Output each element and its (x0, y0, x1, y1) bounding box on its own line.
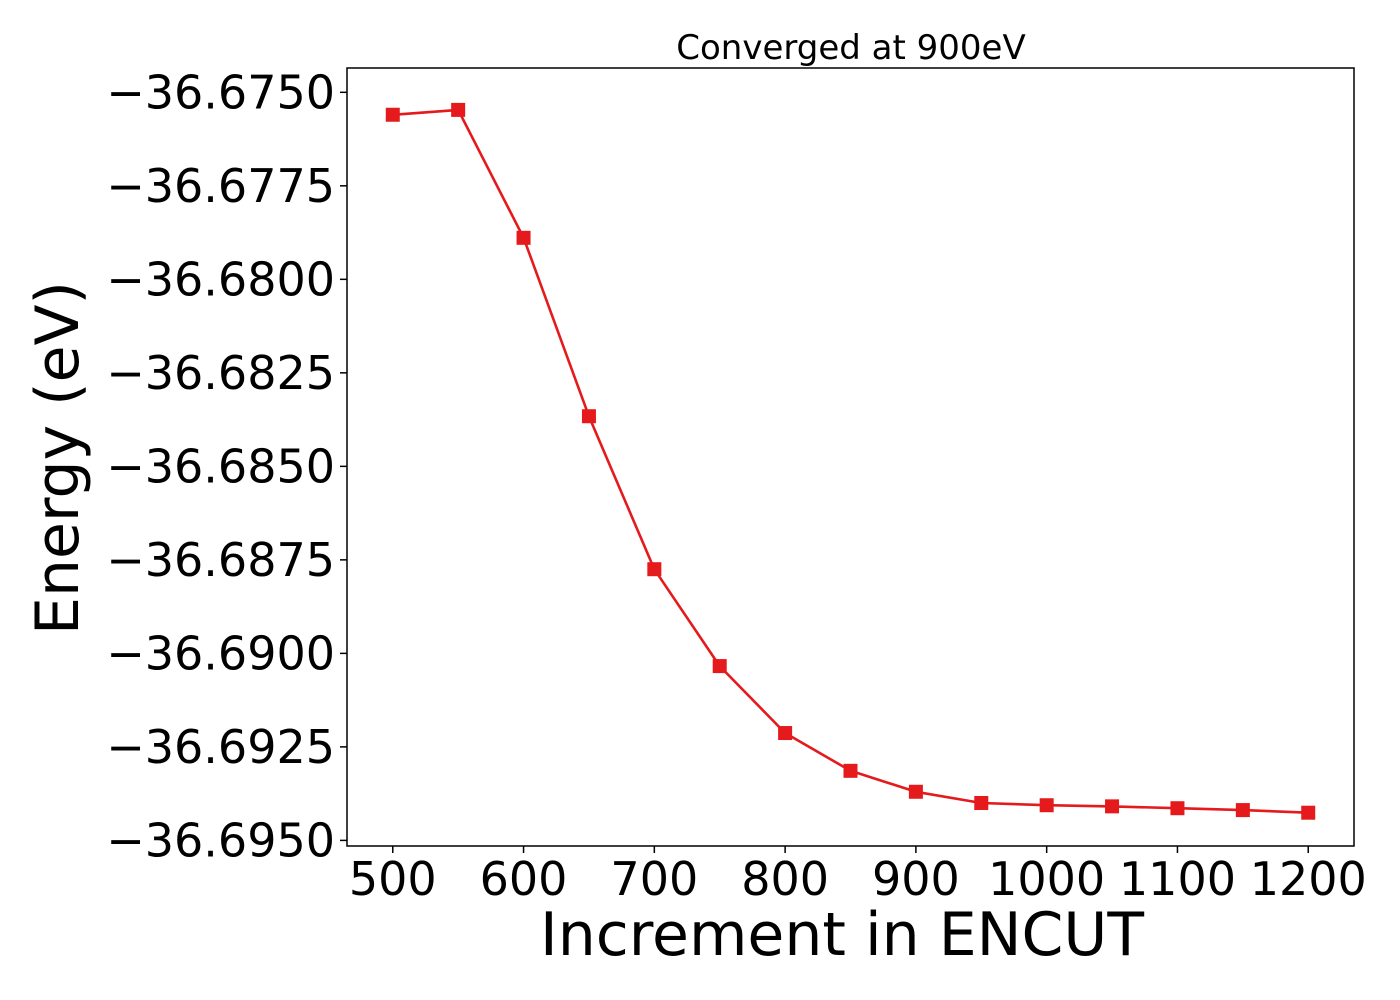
data-point-marker (1235, 803, 1250, 818)
data-point-marker (647, 562, 662, 577)
data-point-marker (712, 659, 727, 674)
x-tick-label: 800 (741, 852, 829, 906)
x-tick-label: 1100 (1119, 852, 1236, 906)
y-tick-label: −36.6850 (106, 439, 335, 493)
y-tick-label: −36.6875 (106, 533, 335, 587)
y-tick-label: −36.6900 (106, 626, 335, 680)
x-tick-label: 600 (480, 852, 568, 906)
y-tick-label: −36.6950 (106, 813, 335, 867)
data-point-marker (581, 409, 596, 424)
series-line (392, 108, 1309, 814)
data-point-marker (974, 795, 989, 810)
plot-area-frame (346, 67, 1355, 847)
x-tick-label: 1200 (1250, 852, 1367, 906)
data-point-marker (451, 102, 466, 117)
y-tick-label: −36.6825 (106, 346, 335, 400)
y-tick-label: −36.6750 (106, 65, 335, 119)
data-point-marker (1039, 798, 1054, 813)
y-tick-label: −36.6925 (106, 720, 335, 774)
data-point-marker (843, 763, 858, 778)
data-point-marker (1301, 805, 1316, 820)
y-axis-title: Energy (eV) (23, 281, 93, 635)
x-tick-label: 700 (610, 852, 698, 906)
y-axis: −36.6750 −36.6775 −36.6800 −36.6825 −36.6850… (106, 65, 347, 867)
series-layer (385, 102, 1316, 820)
y-tick-label: −36.6800 (106, 252, 335, 306)
data-point-marker (908, 784, 923, 799)
x-axis-title: Increment in ENCUT (540, 900, 1144, 970)
data-point-marker (1170, 801, 1185, 816)
y-tick-label: −36.6775 (106, 159, 335, 213)
x-axis: 500 600 700 800 900 1000 1100 1200 (349, 846, 1367, 906)
data-point-marker (385, 107, 400, 122)
x-tick-label: 900 (872, 852, 960, 906)
x-tick-label: 1000 (988, 852, 1105, 906)
x-tick-label: 500 (349, 852, 437, 906)
data-point-marker (516, 230, 531, 245)
data-point-marker (1105, 799, 1120, 814)
data-point-marker (778, 726, 793, 741)
chart-title: Converged at 900eV (676, 28, 1025, 68)
